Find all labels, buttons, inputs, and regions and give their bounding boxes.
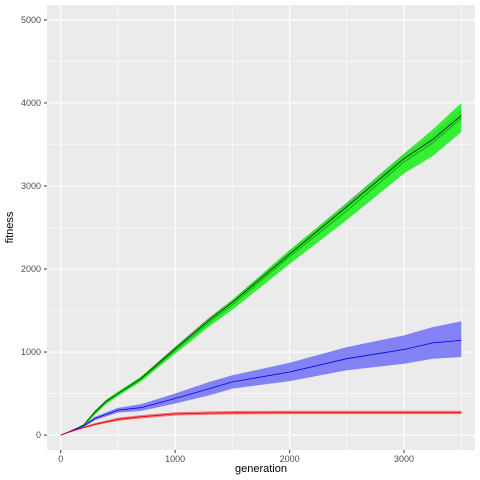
x-tick-label: 3000 [394,454,414,464]
y-tick-label: 5000 [21,15,41,25]
y-tick-label: 2000 [21,264,41,274]
y-axis-ticks: 0 1000 2000 3000 4000 5000 [21,15,47,440]
x-axis-ticks: 0 1000 2000 3000 [58,450,414,464]
x-axis-title: generation [235,463,287,475]
y-tick-label: 4000 [21,98,41,108]
y-tick-label: 1000 [21,347,41,357]
x-tick-label: 0 [58,454,63,464]
y-axis-title: fitness [4,211,16,243]
y-tick-label: 3000 [21,181,41,191]
y-tick-label: 0 [36,430,41,440]
x-tick-label: 1000 [165,454,185,464]
